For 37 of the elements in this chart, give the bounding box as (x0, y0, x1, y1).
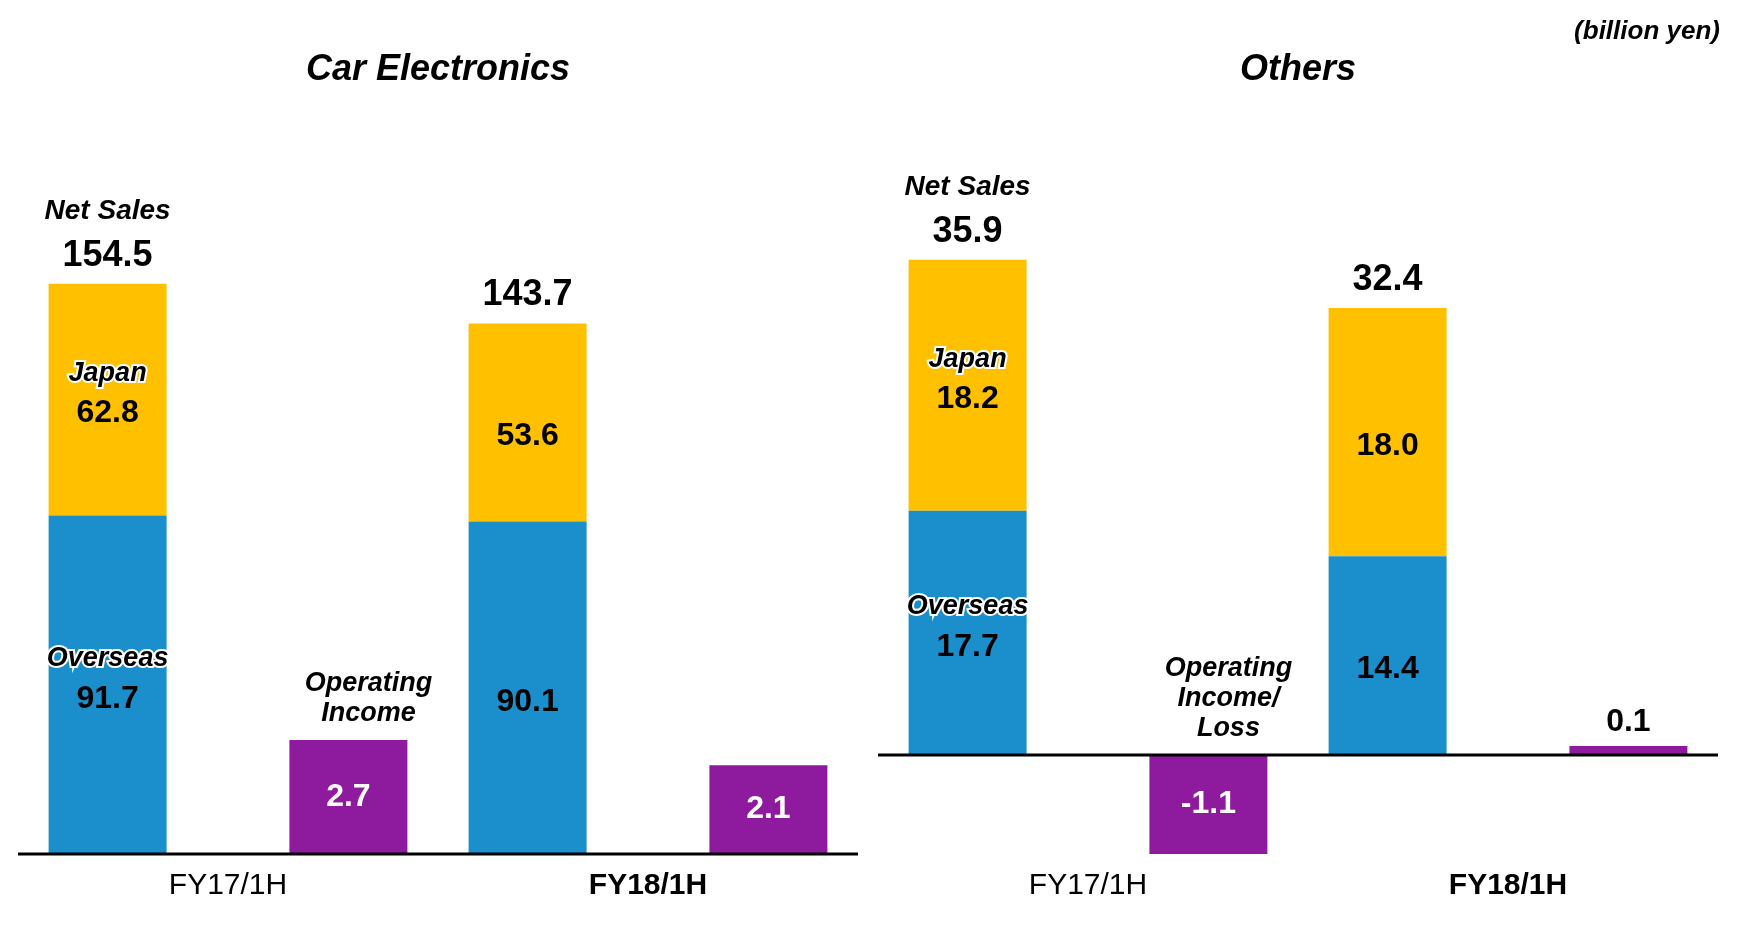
text: Net Sales (44, 194, 171, 226)
series-label: Operating Income/ Loss (1164, 652, 1293, 743)
chart-title: Others (1239, 46, 1357, 88)
bar (468, 323, 587, 522)
data-label: 2.7 (326, 776, 371, 813)
bar (48, 515, 167, 854)
series-label: Operating Income (304, 667, 433, 728)
data-label: 90.1 (496, 681, 559, 718)
series-label: Japan (928, 342, 1007, 373)
x-tick-label: FY17/1H (1028, 867, 1148, 901)
bar (1328, 307, 1447, 557)
total-label: 32.4 (1352, 256, 1423, 298)
data-label: -1.1 (1180, 784, 1236, 821)
data-label: 17.7 (936, 626, 999, 663)
data-label: 0.1 (1606, 701, 1651, 738)
text: (billion yen) (1574, 15, 1720, 46)
x-tick-label: FY18/1H (1448, 867, 1568, 901)
total-label: 35.9 (932, 208, 1003, 250)
data-label: 91.7 (76, 678, 139, 715)
data-label: 62.8 (76, 393, 139, 430)
x-tick-label: FY18/1H (588, 867, 708, 901)
data-label: 18.2 (936, 379, 999, 416)
bar (1328, 556, 1447, 755)
text: Net Sales (904, 170, 1031, 202)
series-label: Japan (68, 357, 147, 388)
x-tick-label: FY17/1H (168, 867, 288, 901)
data-label: 53.6 (496, 416, 559, 453)
bar (468, 521, 587, 854)
data-label: 14.4 (1356, 649, 1419, 686)
chart-title: Car Electronics (305, 46, 571, 88)
total-label: 154.5 (62, 232, 153, 274)
total-label: 143.7 (482, 272, 573, 314)
data-label: 18.0 (1356, 425, 1419, 462)
bar (908, 259, 1027, 511)
data-label: 2.1 (746, 789, 791, 826)
bar (48, 283, 167, 516)
bar (908, 510, 1027, 755)
